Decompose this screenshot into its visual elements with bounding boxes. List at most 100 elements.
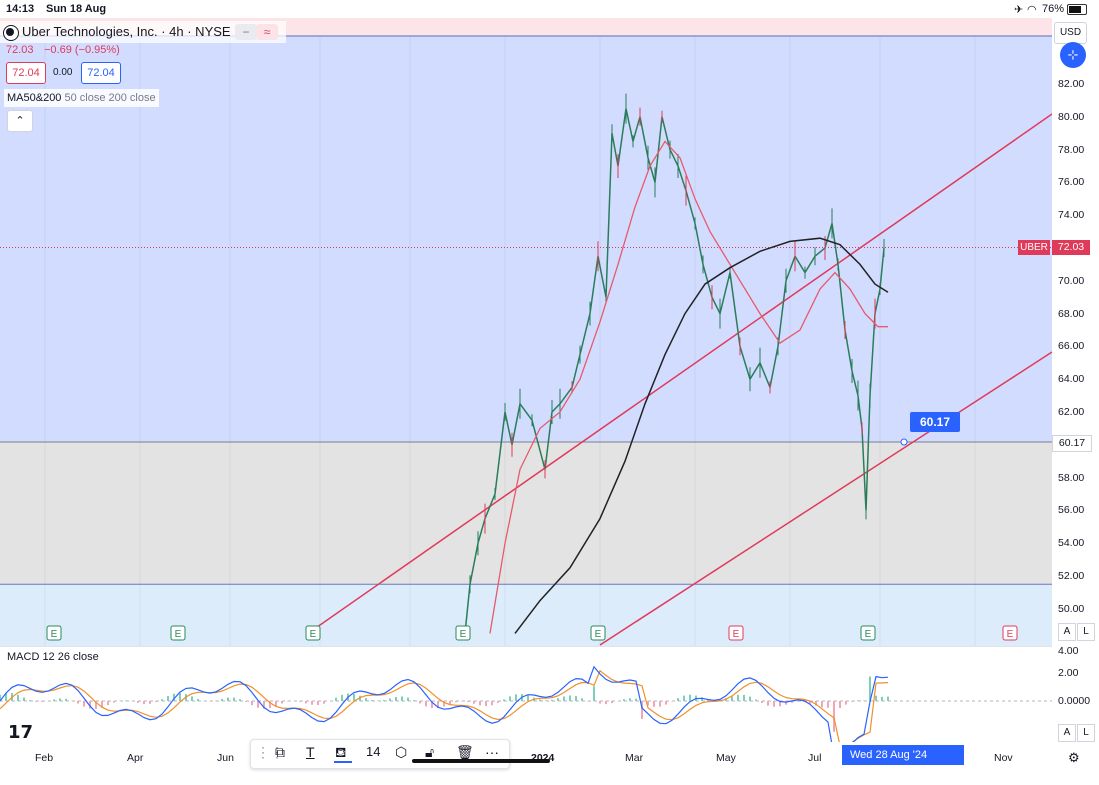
airplane-icon: ✈ (1014, 4, 1024, 16)
symbol-header (0, 21, 286, 43)
earnings-marker[interactable]: E (860, 625, 876, 641)
wifi-icon: ◠ (1027, 4, 1037, 16)
level-price-tag: 60.17 (1052, 435, 1092, 452)
price-tick-label: 74.00 (1058, 209, 1085, 222)
price-tick-label: 80.00 (1058, 110, 1085, 123)
macd-tick-label: 4.00 (1058, 645, 1079, 657)
more-options-icon[interactable]: ··· (485, 744, 499, 760)
auto-scale-button[interactable]: A (1058, 623, 1076, 641)
drawing-toolbar[interactable] (250, 739, 510, 769)
earnings-marker[interactable]: E (728, 625, 744, 641)
price-tick-label: 82.00 (1058, 78, 1085, 90)
currency-selector[interactable]: USD (1054, 22, 1087, 44)
price-series (464, 108, 885, 634)
svg-text:E: E (1007, 629, 1014, 640)
price-change: −0.69 (−0.95%) (44, 44, 120, 56)
price-tick-label: 78.00 (1058, 143, 1085, 156)
time-tick-label: Jun (217, 752, 234, 764)
symbol-tag: UBER (1018, 240, 1050, 255)
sell-button[interactable]: 72.04 (6, 62, 46, 84)
ma50-line (489, 140, 888, 634)
text-tool-icon[interactable]: T (306, 744, 315, 760)
lock-icon[interactable]: 🔓︎ (425, 744, 435, 760)
svg-text:E: E (175, 629, 182, 640)
earnings-marker[interactable]: E (1002, 625, 1018, 641)
svg-text:E: E (51, 629, 58, 640)
battery-percent: 76% (1042, 3, 1065, 15)
price-tick-label: 52.00 (1058, 570, 1085, 582)
fill-color-swatch (334, 761, 352, 763)
trash-icon[interactable]: 🗑︎ (456, 744, 474, 760)
buy-button[interactable]: 72.04 (81, 62, 121, 84)
price-tick-label: 70.00 (1058, 274, 1085, 287)
earnings-marker[interactable]: E (590, 625, 606, 641)
macd-pane[interactable] (0, 646, 1052, 757)
price-tick-label: 50.00 (1058, 602, 1085, 615)
macd-signal-line (0, 669, 889, 747)
font-size-selector[interactable]: 14 (366, 744, 381, 759)
earnings-marker[interactable]: E (170, 625, 186, 641)
macd-canvas[interactable] (0, 647, 1052, 757)
price-tick-label: 56.00 (1058, 504, 1085, 517)
minimize-icon[interactable]: − (235, 24, 257, 40)
status-time: 14:13 (6, 3, 35, 15)
compare-icon[interactable]: ≈ (256, 24, 278, 40)
cursor-date-tag: Wed 28 Aug '24 14:30 (842, 745, 964, 781)
svg-text:E: E (865, 629, 872, 640)
logo-icon (3, 25, 19, 41)
price-tick-label: 76.00 (1058, 176, 1085, 189)
upper-trendline (309, 113, 1052, 633)
macd-tick-label: 2.00 (1058, 667, 1079, 679)
last-price: 72.03 (6, 44, 34, 56)
drawing-price-label[interactable]: 60.17 (910, 412, 960, 432)
indicator-name: MA50&200 (7, 92, 62, 104)
status-date: Sun 18 Aug (46, 3, 107, 15)
time-tick-label: Mar (625, 752, 644, 764)
chevron-up-icon: ⌃ (15, 115, 25, 127)
battery-icon (1067, 4, 1087, 15)
svg-text:E: E (733, 629, 740, 640)
fill-color-icon[interactable]: ⛾ (335, 744, 347, 760)
collapse-legend-button[interactable]: ⌃ (7, 110, 33, 132)
earnings-marker[interactable]: E (46, 625, 62, 641)
svg-text:E: E (460, 629, 467, 640)
middle-zone (0, 442, 1052, 585)
current-price-tag: 72.03 (1052, 240, 1090, 255)
price-axis[interactable] (1052, 18, 1099, 646)
tradingview-logo-icon: 𝟭𝟳 (8, 722, 34, 742)
price-tick-label: 64.00 (1058, 373, 1085, 386)
earnings-marker[interactable]: E (305, 625, 321, 641)
shapes-icon[interactable]: ⧉ (275, 744, 285, 760)
time-tick-label: Feb (35, 752, 54, 764)
settings-hex-icon[interactable]: ⬡ (395, 744, 408, 760)
time-tick-label: May (716, 752, 736, 764)
lower-zone (0, 584, 1052, 646)
price-tick-label: 62.00 (1058, 406, 1085, 418)
time-tick-label: Nov (994, 752, 1013, 764)
price-tick-label: 58.00 (1058, 471, 1085, 484)
price-tick-label: 68.00 (1058, 307, 1085, 320)
macd-auto-scale-button[interactable]: A (1058, 724, 1076, 742)
symbol-title[interactable]: Uber Technologies, Inc. · 4h · NYSE (22, 24, 231, 39)
settings-gear-icon[interactable]: ⚙ (1068, 750, 1080, 765)
time-tick-label: Jul (808, 752, 822, 764)
earnings-marker[interactable]: E (455, 625, 471, 641)
drag-handle-icon[interactable]: ⋮⋮ (256, 744, 284, 760)
trendline-anchor-handle (900, 438, 908, 446)
ma200-line (514, 237, 889, 634)
macd-tick-label: 0.0000 (1058, 695, 1091, 707)
log-scale-button[interactable]: L (1077, 623, 1095, 641)
svg-text:E: E (310, 629, 317, 640)
price-tick-label: 54.00 (1058, 537, 1085, 550)
upper-zone (0, 18, 1052, 443)
time-tick-label: Apr (127, 752, 144, 764)
indicator-legend[interactable]: MA50&200 50 close 200 close (4, 89, 159, 107)
macd-log-scale-button[interactable]: L (1077, 724, 1095, 742)
macd-legend[interactable]: MACD 12 26 close (7, 651, 99, 663)
price-tick-label: 66.00 (1058, 340, 1085, 353)
crosshair-icon[interactable]: ⊹ (1060, 42, 1086, 68)
indicator-params: 50 close 200 close (64, 92, 156, 104)
spread: 0.00 (53, 67, 73, 78)
